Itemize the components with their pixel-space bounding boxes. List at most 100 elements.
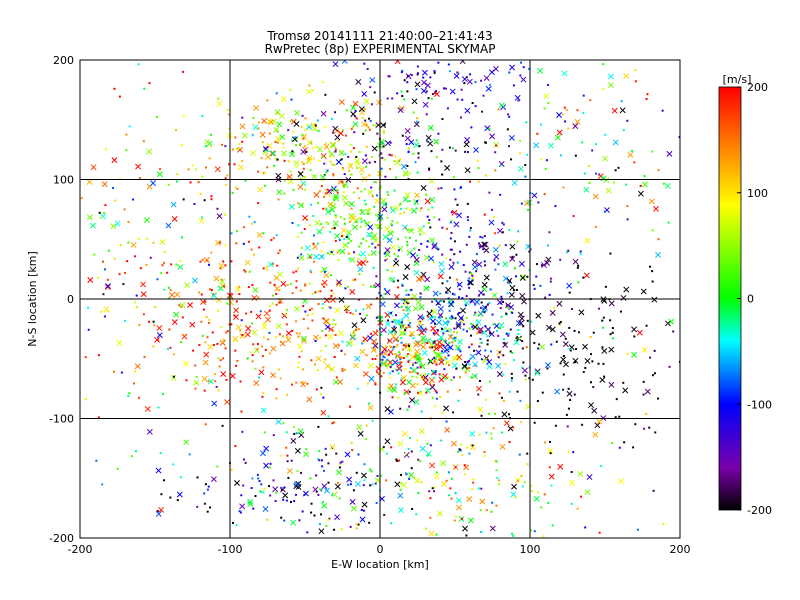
- data-point: [477, 167, 480, 170]
- data-point: [435, 363, 438, 366]
- data-point-x: [146, 428, 153, 435]
- data-point: [393, 160, 396, 163]
- data-point: [380, 353, 383, 356]
- data-point: [334, 111, 337, 114]
- data-point: [344, 134, 347, 137]
- data-point: [636, 528, 639, 531]
- data-point-x: [352, 121, 359, 128]
- data-point: [415, 88, 418, 91]
- data-point-x: [276, 271, 283, 278]
- data-point: [467, 360, 470, 363]
- data-point: [408, 359, 411, 362]
- data-point: [327, 462, 330, 465]
- data-point-x: [211, 400, 218, 407]
- data-point-x: [265, 154, 271, 160]
- data-point-x: [275, 418, 282, 425]
- data-point: [396, 221, 399, 224]
- data-point: [432, 372, 435, 375]
- data-point-x: [294, 447, 301, 454]
- data-point-x: [586, 474, 593, 481]
- data-point-x: [312, 486, 319, 493]
- data-point: [554, 424, 557, 427]
- data-point: [349, 405, 352, 408]
- data-point: [306, 382, 309, 385]
- data-point: [502, 354, 505, 357]
- data-point: [407, 324, 410, 327]
- data-point: [450, 334, 453, 337]
- data-point-x: [263, 310, 270, 317]
- data-point-x: [394, 60, 401, 65]
- data-point: [234, 186, 237, 189]
- data-point: [278, 249, 281, 252]
- data-point: [399, 407, 402, 410]
- data-point: [407, 360, 410, 363]
- data-point: [401, 321, 404, 324]
- data-point-x: [562, 341, 569, 348]
- data-point: [441, 282, 444, 285]
- data-point: [544, 167, 547, 170]
- data-point-x: [343, 200, 350, 207]
- data-point-x: [608, 82, 614, 88]
- data-point: [207, 321, 210, 324]
- data-point-x: [354, 480, 361, 487]
- data-point: [509, 350, 512, 353]
- data-point: [287, 476, 290, 479]
- data-point-x: [304, 245, 311, 252]
- data-point: [412, 111, 415, 114]
- data-point: [639, 184, 642, 187]
- data-point-x: [384, 406, 391, 412]
- data-point: [344, 222, 347, 225]
- data-point: [392, 265, 395, 268]
- data-point: [331, 493, 334, 496]
- data-point-x: [424, 276, 431, 283]
- data-point: [367, 117, 370, 120]
- data-point: [563, 106, 566, 109]
- data-point: [379, 207, 382, 210]
- data-point-x: [472, 324, 479, 330]
- data-point: [310, 502, 313, 505]
- data-point: [432, 350, 435, 353]
- data-point: [399, 202, 402, 205]
- data-point: [262, 232, 265, 235]
- data-point-x: [198, 217, 205, 224]
- data-point: [519, 399, 522, 402]
- data-point: [269, 494, 272, 497]
- data-point: [269, 281, 272, 284]
- data-point: [521, 485, 524, 488]
- data-point: [388, 345, 391, 348]
- chart-title: Tromsø 20141111 21:40:00–21:41:43: [266, 29, 492, 43]
- data-point-x: [379, 301, 386, 308]
- data-point: [507, 306, 510, 309]
- colorbar-tick-label: 200: [747, 81, 768, 94]
- data-point: [291, 222, 294, 225]
- data-point: [582, 370, 585, 373]
- data-point-x: [560, 356, 567, 363]
- data-point-x: [275, 172, 282, 179]
- data-point: [435, 156, 438, 159]
- data-point: [360, 509, 363, 512]
- data-point: [311, 312, 314, 315]
- data-point: [376, 132, 379, 135]
- data-point: [645, 324, 648, 327]
- data-point-x: [493, 322, 500, 329]
- data-point-x: [572, 123, 579, 130]
- data-point: [226, 302, 229, 305]
- data-point-x: [350, 505, 357, 512]
- data-point: [259, 310, 262, 313]
- data-point: [497, 356, 500, 359]
- data-point: [459, 443, 462, 446]
- data-point: [514, 275, 517, 278]
- data-point: [268, 352, 271, 355]
- data-point: [204, 483, 207, 486]
- data-point: [433, 486, 436, 489]
- data-point-x: [424, 198, 431, 205]
- data-point: [536, 400, 539, 403]
- data-point: [626, 218, 629, 221]
- data-point-x: [290, 438, 297, 444]
- data-point: [320, 250, 323, 253]
- data-point-x: [356, 424, 363, 431]
- data-point-x: [355, 161, 362, 168]
- data-point: [510, 372, 513, 375]
- data-point: [359, 225, 362, 228]
- data-point: [324, 447, 327, 450]
